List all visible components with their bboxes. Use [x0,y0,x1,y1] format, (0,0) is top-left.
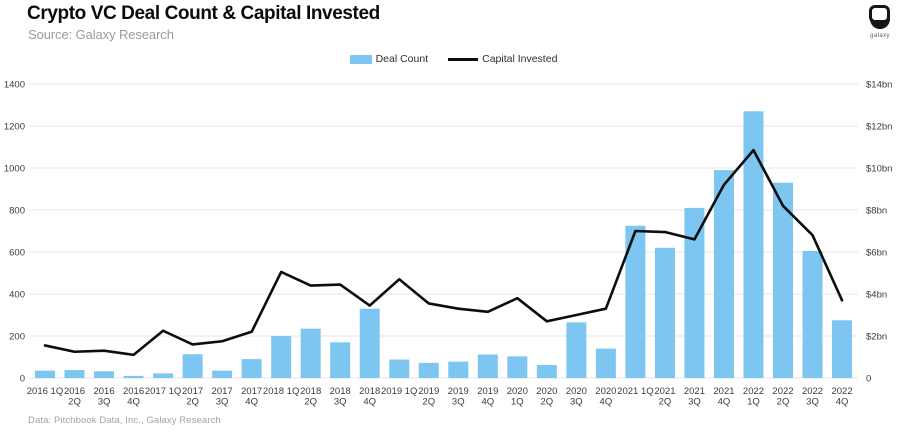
bar-2016-3Q [94,371,115,378]
legend-label-deal-count: Deal Count [375,53,429,65]
bar-2018-4Q [359,308,380,378]
bar-2016-2Q [64,370,85,378]
x-axis-label-2020-1Q: 2020 1Q [507,386,528,408]
source-subtitle: Source: Galaxy Research [28,27,174,42]
x-axis-label-2019-2Q: 2019 2Q [418,386,439,408]
left-axis-tick-600: 600 [9,248,25,259]
x-axis-label-2016-4Q: 2016 4Q [123,386,144,408]
x-axis-label-2020-2Q: 2020 2Q [536,386,557,408]
x-axis-label-2018-4Q: 2018 4Q [359,386,380,408]
right-axis-tick-$10bn: $10bn [866,164,892,175]
capital-invested-line [43,148,844,357]
bar-2016-1Q [35,370,55,378]
bar-2022-1Q [743,111,764,379]
right-axis-tick-0: 0 [866,374,871,385]
right-axis-tick-$8bn: $8bn [866,206,887,217]
left-axis-tick-1200: 1200 [4,122,25,133]
x-axis-label-2020-3Q: 2020 3Q [566,386,587,408]
left-axis-tick-1400: 1400 [4,80,25,91]
bar-2020-4Q [595,348,616,378]
left-axis-tick-1000: 1000 [4,164,25,175]
bar-2021-1Q [625,225,646,378]
bar-2022-3Q [802,250,823,378]
bar-2019-3Q [448,361,469,378]
galaxy-logo-mark-icon [867,5,893,32]
x-axis-label-2017-3Q: 2017 3Q [212,386,233,408]
left-axis-tick-0: 0 [20,374,25,385]
legend-item-deal-count: Deal Count [349,53,429,65]
x-axis-label-2021-2Q: 2021 2Q [654,386,675,408]
x-axis-label-2016-3Q: 2016 3Q [93,386,114,408]
left-axis-tick-400: 400 [9,290,25,301]
legend-label-capital-invested: Capital Invested [482,53,558,65]
x-axis-label-2022-4Q: 2022 4Q [831,386,852,408]
bar-2019-4Q [477,354,498,378]
x-axis-label-2022-2Q: 2022 2Q [772,386,793,408]
x-axis-label-2019-1Q: 2019 1Q [381,386,417,397]
page-title: Crypto VC Deal Count & Capital Invested [27,3,380,24]
x-axis-label-2017-1Q: 2017 1Q [145,386,181,397]
x-axis-label-2017-2Q: 2017 2Q [182,386,203,408]
legend-item-capital-invested: Capital Invested [448,53,557,65]
x-axis-label-2020-4Q: 2020 4Q [595,386,616,408]
bar-2021-2Q [654,247,675,378]
bar-2019-1Q [389,359,410,378]
galaxy-logo: galaxy [859,5,901,39]
right-axis-tick-$14bn: $14bn [866,80,892,91]
left-axis-tick-800: 800 [9,206,25,217]
right-axis-tick-$12bn: $12bn [866,122,892,133]
bar-2017-2Q [182,354,203,378]
x-axis-label-2019-4Q: 2019 4Q [477,386,498,408]
right-axis-tick-$2bn: $2bn [866,332,887,343]
deal-count-swatch-icon [349,54,372,64]
bar-2020-2Q [536,364,557,378]
x-axis-label-2018-1Q: 2018 1Q [263,386,299,397]
bar-2020-3Q [566,322,587,378]
chart-legend: Deal Count Capital Invested [0,53,907,65]
bar-2017-3Q [212,370,233,378]
bar-2018-2Q [300,328,321,378]
x-axis-label-2021-1Q: 2021 1Q [617,386,653,397]
x-axis-label-2016-2Q: 2016 2Q [64,386,85,408]
bar-2022-2Q [773,182,793,378]
bar-2021-4Q [713,170,734,378]
x-axis-label-2021-3Q: 2021 3Q [684,386,705,408]
data-attribution-note: Data: Pitchbook Data, Inc., Galaxy Resea… [28,415,221,426]
x-axis-label-2018-2Q: 2018 2Q [300,386,321,408]
bar-2022-4Q [832,320,853,378]
right-axis-tick-$6bn: $6bn [866,248,887,259]
x-axis-label-2018-3Q: 2018 3Q [330,386,351,408]
bar-2018-1Q [271,336,292,378]
x-axis-label-2017-4Q: 2017 4Q [241,386,262,408]
x-axis-label-2022-3Q: 2022 3Q [802,386,823,408]
bar-2021-3Q [684,207,705,378]
left-axis-tick-200: 200 [9,332,25,343]
x-axis-label-2021-4Q: 2021 4Q [713,386,734,408]
logo-square-shape [869,5,890,23]
x-axis-label-2019-3Q: 2019 3Q [448,386,469,408]
x-axis-label-2016-1Q: 2016 1Q [27,386,63,397]
x-axis-label-2022-1Q: 2022 1Q [743,386,764,408]
bar-2017-1Q [153,373,174,378]
bar-2018-3Q [330,342,351,378]
bar-2017-4Q [241,359,262,378]
bar-2016-4Q [123,375,144,378]
right-axis-tick-$4bn: $4bn [866,290,887,301]
logo-wordmark: galaxy [870,33,890,39]
capital-invested-swatch-icon [448,57,479,61]
bar-2019-2Q [418,362,439,378]
bar-2020-1Q [507,356,528,378]
